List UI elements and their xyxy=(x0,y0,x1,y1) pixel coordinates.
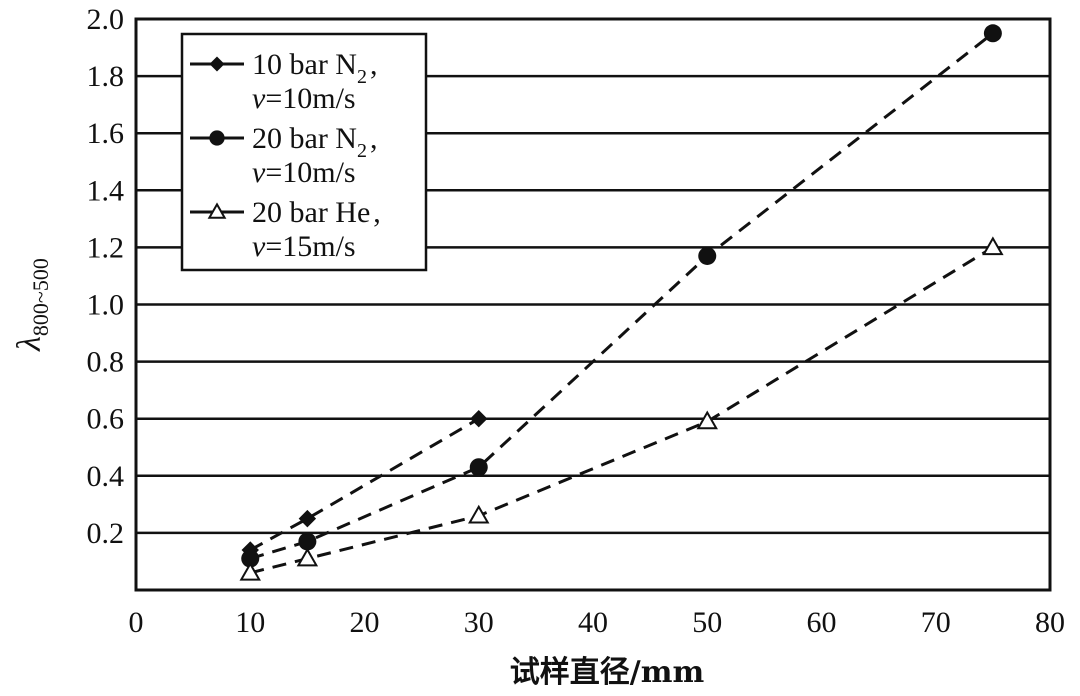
legend-entry-3: 20 bar He ,v=15m/s xyxy=(190,196,381,263)
plot-area-frame xyxy=(134,17,1052,592)
data-point xyxy=(469,458,488,477)
legend-label-line2: v=10m/s xyxy=(252,156,356,189)
data-point xyxy=(239,561,261,581)
legend-variable: v xyxy=(252,230,266,263)
x-tick-label: 20 xyxy=(350,606,380,639)
y-tick-label: 1.6 xyxy=(87,117,125,150)
legend-label-line2: v=10m/s xyxy=(252,82,356,115)
legend-label-line2: v=15m/s xyxy=(252,230,356,263)
legend-value: =10m/s xyxy=(265,82,355,115)
y-tick-label: 0.6 xyxy=(87,403,125,436)
y-axis-title: λ800~500 xyxy=(11,258,53,352)
y-tick-label: 0.8 xyxy=(87,346,125,379)
series-2 xyxy=(241,24,1002,568)
legend: 10 bar N2 ,v=10m/s20 bar N2 ,v=10m/s20 bar… xyxy=(180,32,428,272)
x-tick-label: 70 xyxy=(921,606,951,639)
legend-variable: v xyxy=(252,82,266,115)
series-line xyxy=(249,246,994,575)
data-point xyxy=(241,549,260,568)
y-tick-label: 1.8 xyxy=(87,60,125,93)
legend-entry-2: 20 bar N2 ,v=10m/s xyxy=(190,122,377,189)
y-tick-label: 1.2 xyxy=(87,231,125,264)
legend-variable: v xyxy=(252,156,266,189)
x-tick-labels: 0 10 20 30 40 50 60 70 80 xyxy=(129,606,1066,639)
data-point xyxy=(982,236,1004,256)
legend-label-text: 20 bar He xyxy=(252,196,370,229)
legend-label-comma: , xyxy=(370,48,378,81)
data-point xyxy=(696,410,718,430)
y-tick-label: 1.4 xyxy=(87,174,125,207)
y-tick-labels: 0.2 0.4 0.6 0.8 1.0 1.2 1.4 1.6 1.8 2.0 xyxy=(87,3,125,550)
legend-label: 20 bar He, xyxy=(252,196,381,229)
legend-value: =15m/s xyxy=(265,230,355,263)
legend-box xyxy=(180,32,428,272)
x-tick-label: 80 xyxy=(1035,606,1065,639)
legend-entry-1: 10 bar N2 ,v=10m/s xyxy=(190,48,377,115)
x-tick-label: 40 xyxy=(578,606,608,639)
legend-marker xyxy=(209,56,225,72)
x-axis-title: 试样直径/mm xyxy=(510,655,705,690)
y-tick-label: 0.4 xyxy=(87,460,125,493)
x-tick-label: 50 xyxy=(692,606,722,639)
legend-label-comma: , xyxy=(370,122,378,155)
data-point xyxy=(296,547,319,567)
legend-marker xyxy=(207,202,227,219)
series-line xyxy=(249,32,994,561)
y-axis-title-main: λ xyxy=(11,336,48,352)
data-point xyxy=(983,24,1002,43)
legend-label-text: 20 bar N xyxy=(252,122,357,155)
y-axis-title-sub: 800~500 xyxy=(28,258,53,336)
y-tick-label: 0.2 xyxy=(87,517,125,550)
x-tick-label: 30 xyxy=(464,606,494,639)
data-point xyxy=(470,409,488,428)
data-point xyxy=(468,504,490,524)
legend-entries: 10 bar N2 ,v=10m/s20 bar N2 ,v=10m/s20 bar… xyxy=(190,48,381,263)
series-group xyxy=(239,24,1004,581)
legend-value: =10m/s xyxy=(265,156,355,189)
legend-label: 20 bar N2, xyxy=(252,122,377,162)
series-line xyxy=(249,417,480,552)
x-tick-label: 60 xyxy=(807,606,837,639)
data-point xyxy=(298,509,317,528)
data-point xyxy=(698,246,717,265)
x-tick-label: 10 xyxy=(235,606,265,639)
series-1 xyxy=(241,409,488,559)
legend-label-text: 10 bar N xyxy=(252,48,357,81)
legend-label-comma: , xyxy=(373,196,381,229)
x-tick-label: 0 xyxy=(129,606,144,639)
legend-label-subscript: 2 xyxy=(357,66,367,88)
y-tick-label: 2.0 xyxy=(87,3,125,36)
legend-label-subscript: 2 xyxy=(357,140,367,162)
series-3 xyxy=(239,236,1004,581)
legend-label: 10 bar N2, xyxy=(252,48,377,88)
data-point xyxy=(298,532,317,551)
legend-marker xyxy=(209,130,225,146)
y-tick-label: 1.0 xyxy=(87,289,125,322)
